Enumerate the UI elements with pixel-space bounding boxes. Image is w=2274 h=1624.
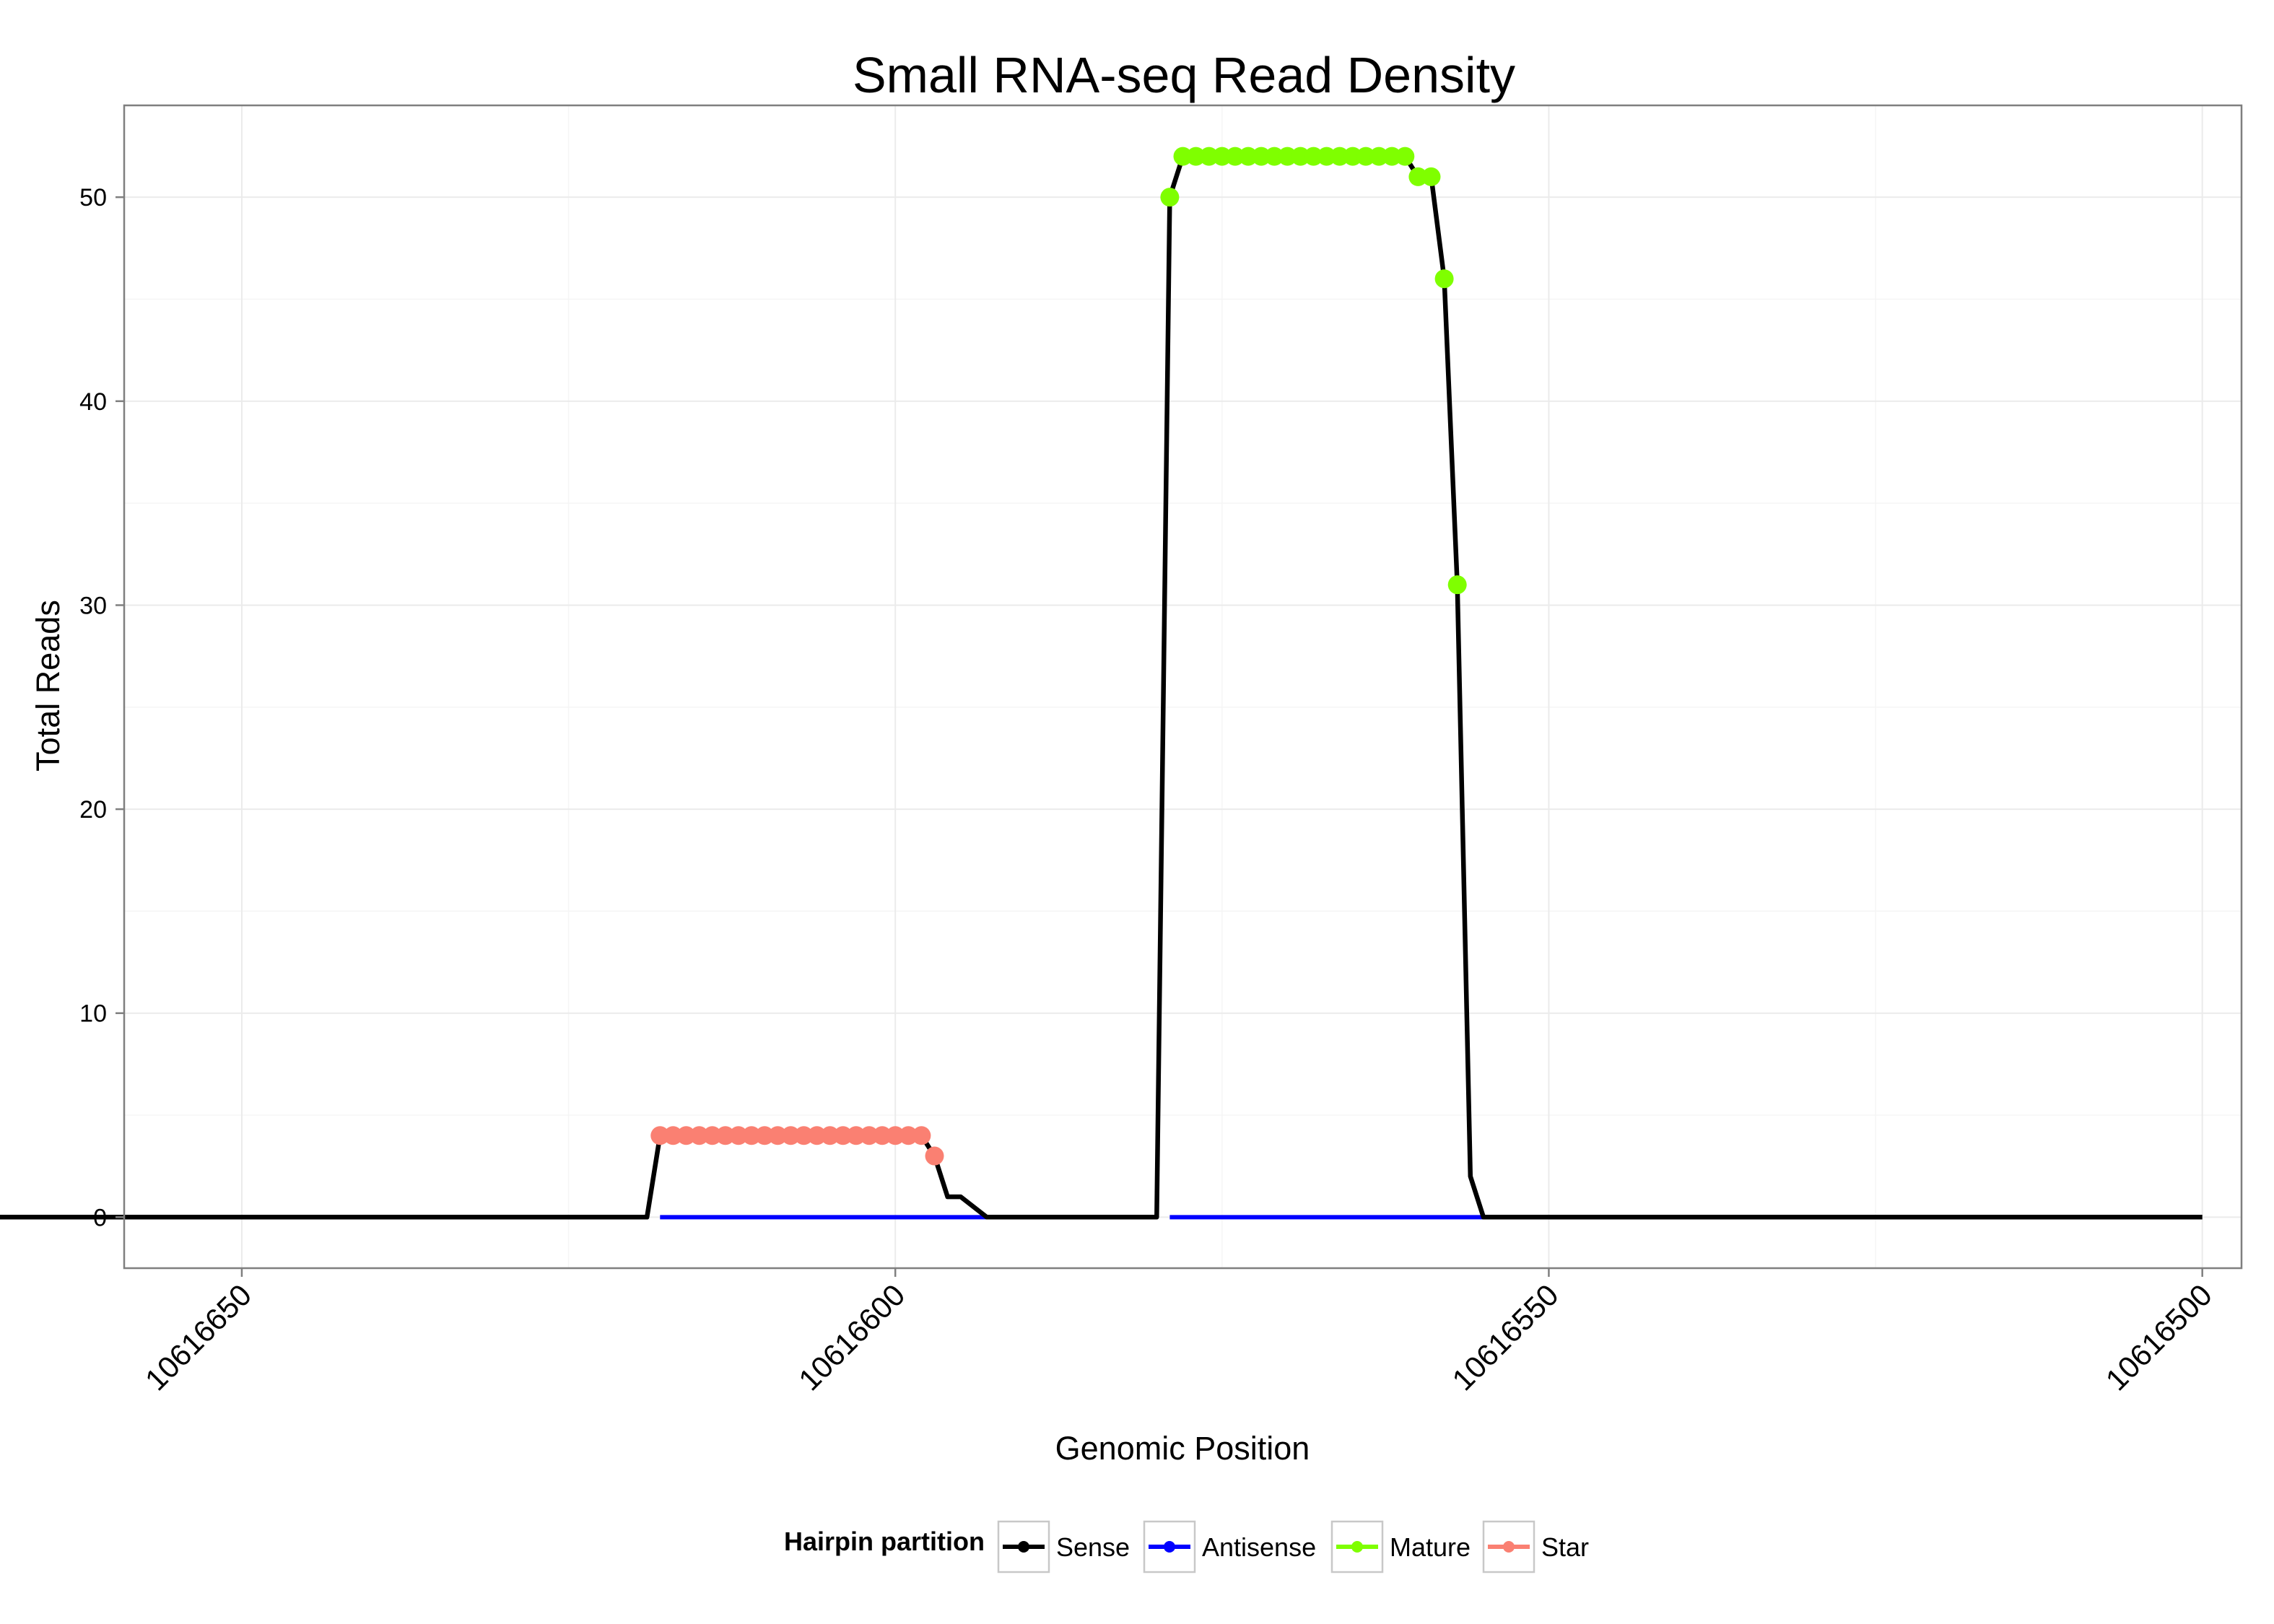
mature-point bbox=[1252, 147, 1271, 166]
x-axis-title: Genomic Position bbox=[1055, 1430, 1310, 1467]
legend-label: Star bbox=[1541, 1532, 1589, 1562]
legend-key-point bbox=[1164, 1541, 1175, 1553]
y-tick-label: 20 bbox=[79, 796, 107, 824]
y-tick-label: 50 bbox=[79, 184, 107, 211]
legend-item-mature: Mature bbox=[1330, 1520, 1471, 1573]
star-point bbox=[650, 1126, 670, 1145]
legend: Hairpin partition Sense Antisense Mature St… bbox=[784, 1520, 1589, 1573]
series-points bbox=[650, 147, 1467, 1166]
mature-point bbox=[1239, 147, 1258, 166]
mature-point bbox=[1382, 147, 1402, 166]
mature-point bbox=[1395, 147, 1415, 166]
y-tick-label: 0 bbox=[93, 1204, 107, 1231]
mature-point bbox=[1421, 167, 1441, 186]
legend-item-antisense: Antisense bbox=[1143, 1520, 1316, 1573]
mature-point bbox=[1330, 147, 1349, 166]
plot-panel bbox=[124, 105, 2242, 1268]
star-point bbox=[768, 1126, 788, 1145]
star-point bbox=[715, 1126, 735, 1145]
star-point bbox=[728, 1126, 748, 1145]
star-point bbox=[859, 1126, 879, 1145]
mature-point bbox=[1343, 147, 1362, 166]
y-axis-title: Total Reads bbox=[30, 600, 66, 772]
chart-title: Small RNA-seq Read Density bbox=[853, 47, 1515, 103]
mature-point bbox=[1265, 147, 1284, 166]
star-point bbox=[925, 1146, 944, 1166]
legend-key-point bbox=[1503, 1541, 1515, 1553]
mature-point bbox=[1173, 147, 1193, 166]
legend-item-sense: Sense bbox=[997, 1520, 1130, 1573]
star-point bbox=[899, 1126, 918, 1145]
star-point bbox=[794, 1126, 814, 1145]
star-point bbox=[663, 1126, 683, 1145]
star-point bbox=[886, 1126, 905, 1145]
mature-point bbox=[1278, 147, 1297, 166]
mature-point bbox=[1186, 147, 1206, 166]
mature-point bbox=[1225, 147, 1245, 166]
mature-point bbox=[1291, 147, 1310, 166]
mature-point bbox=[1317, 147, 1336, 166]
star-point bbox=[912, 1126, 931, 1145]
legend-label: Sense bbox=[1056, 1532, 1130, 1562]
star-point bbox=[873, 1126, 892, 1145]
mature-point bbox=[1369, 147, 1389, 166]
mature-point bbox=[1356, 147, 1375, 166]
legend-label: Mature bbox=[1390, 1532, 1471, 1562]
legend-label: Antisense bbox=[1202, 1532, 1316, 1562]
legend-item-star: Star bbox=[1482, 1520, 1589, 1573]
mature-point bbox=[1304, 147, 1323, 166]
legend-title: Hairpin partition bbox=[784, 1527, 985, 1556]
star-point bbox=[820, 1126, 840, 1145]
star-point bbox=[742, 1126, 762, 1145]
star-point bbox=[833, 1126, 853, 1145]
mature-point bbox=[1212, 147, 1232, 166]
y-tick-label: 40 bbox=[79, 388, 107, 416]
star-point bbox=[702, 1126, 722, 1145]
y-tick-label: 10 bbox=[79, 1000, 107, 1028]
star-point bbox=[676, 1126, 696, 1145]
mature-point bbox=[1199, 147, 1219, 166]
star-point bbox=[781, 1126, 801, 1145]
grid-minor bbox=[124, 105, 2242, 1268]
y-axis: 0 10 20 30 40 50 bbox=[79, 184, 124, 1231]
panel-border bbox=[123, 104, 2243, 1270]
mature-point bbox=[1408, 167, 1428, 186]
mature-point bbox=[1447, 575, 1467, 595]
star-point bbox=[689, 1126, 709, 1145]
legend-key-point bbox=[1018, 1541, 1029, 1553]
star-point bbox=[846, 1126, 866, 1145]
star-point bbox=[807, 1126, 827, 1145]
star-point bbox=[755, 1126, 775, 1145]
mature-point bbox=[1434, 269, 1454, 289]
mature-point bbox=[1160, 188, 1180, 207]
y-tick-label: 30 bbox=[79, 592, 107, 619]
legend-key-point bbox=[1351, 1541, 1363, 1553]
